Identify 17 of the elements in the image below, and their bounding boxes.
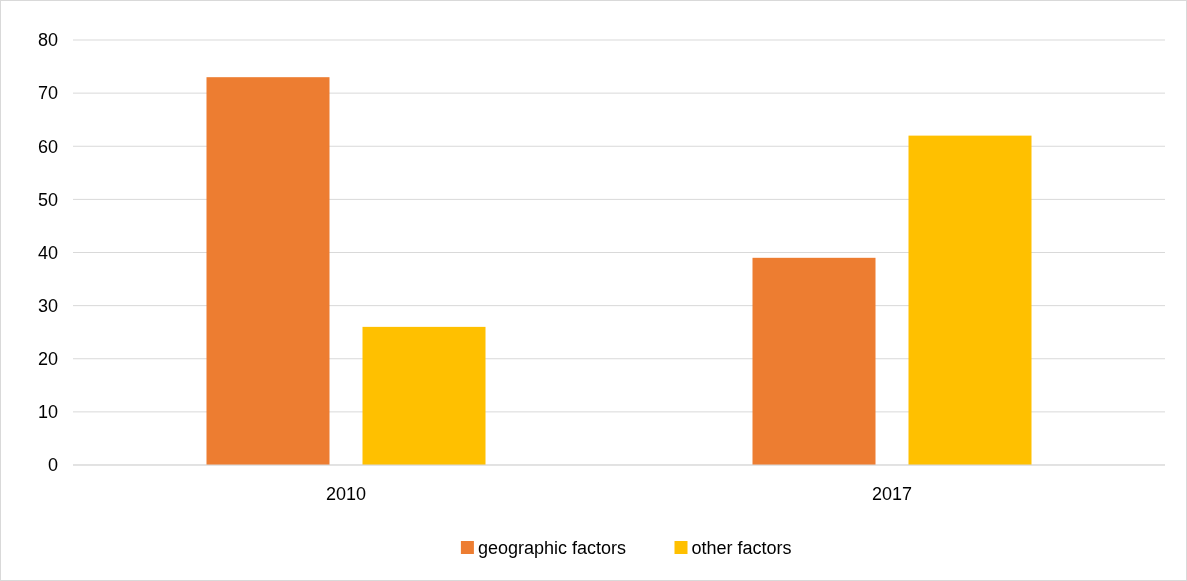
bar [752,257,876,465]
bar [206,77,330,465]
y-tick-label: 10 [37,402,58,423]
x-tick-label: 2010 [325,484,367,504]
y-tick-label: 20 [37,349,58,370]
y-tick-label: 40 [37,242,58,263]
y-tick-label: 50 [37,189,58,210]
y-tick-label: 60 [37,136,58,157]
y-tick-label: 70 [37,83,58,104]
bar [908,135,1032,465]
legend-label: geographic factors [477,538,626,559]
legend-label: other factors [691,538,792,559]
y-tick-label: 80 [37,30,58,51]
y-tick-label: 30 [37,295,58,316]
y-tick-label: 0 [47,455,58,476]
x-tick-label: 2017 [871,484,913,504]
bar [362,326,486,465]
